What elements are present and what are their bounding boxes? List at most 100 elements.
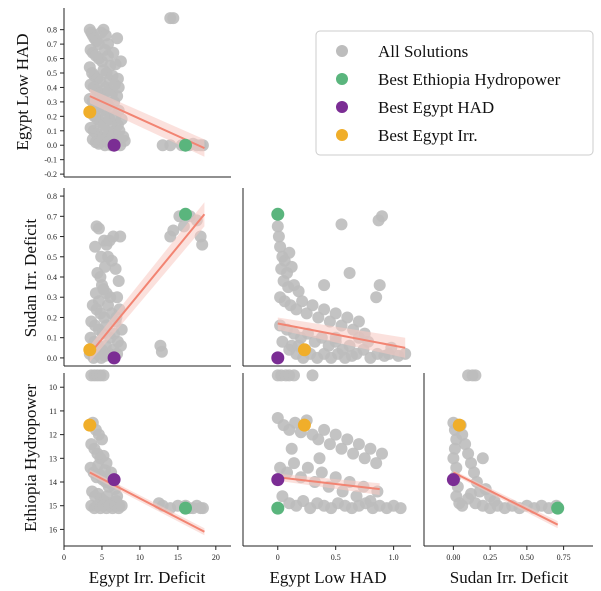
point-best-ethiopia-hydropower — [271, 501, 285, 515]
point-all-solutions — [285, 442, 298, 455]
point-all-solutions — [97, 283, 110, 296]
point-all-solutions — [370, 291, 383, 304]
point-all-solutions — [306, 369, 319, 382]
point-best-egypt-had — [271, 473, 285, 487]
point-all-solutions — [447, 452, 460, 465]
y-tick-label: 13 — [49, 454, 57, 463]
y-tick-label: 0.0 — [47, 141, 57, 150]
legend-marker-best-egypt-had — [336, 101, 348, 113]
legend-label-best-egypt-had: Best Egypt HAD — [378, 98, 494, 117]
point-all-solutions — [318, 303, 331, 316]
point-best-egypt-irr — [297, 343, 311, 357]
point-all-solutions — [288, 457, 300, 470]
legend-label-best-egypt-irr: Best Egypt Irr. — [378, 126, 478, 145]
x-tick-label: 0.25 — [483, 553, 497, 562]
point-best-egypt-had — [271, 351, 285, 365]
x-tick-label: 0.50 — [520, 553, 534, 562]
x-tick-label: 10 — [136, 553, 144, 562]
point-best-ethiopia-hydropower — [179, 207, 192, 221]
legend-frame — [315, 30, 594, 156]
point-all-solutions — [95, 250, 108, 263]
point-all-solutions — [89, 240, 102, 253]
point-best-egypt-irr — [83, 343, 97, 357]
point-best-egypt-irr — [83, 418, 97, 432]
point-all-solutions — [318, 279, 331, 292]
point-all-solutions — [352, 315, 365, 328]
point-all-solutions — [111, 72, 124, 85]
x-tick-label: 0.5 — [331, 553, 341, 562]
legend-label-best-ethiopia-hydropower: Best Ethiopia Hydropower — [378, 70, 561, 89]
y-tick-label: 0.5 — [47, 69, 57, 78]
panel-hydro-vs-had: 0 0.5 1.0 — [242, 369, 411, 562]
y-tick-label: 12 — [49, 431, 57, 440]
point-all-solutions — [155, 345, 168, 358]
y-tick-label: 11 — [49, 407, 57, 416]
y-tick-label: 0.3 — [47, 98, 57, 107]
point-all-solutions — [345, 349, 358, 362]
regression-ci-band — [89, 202, 205, 362]
point-all-solutions — [313, 452, 326, 465]
point-best-ethiopia-hydropower — [551, 501, 565, 515]
point-best-egypt-had — [107, 138, 121, 152]
xlabel-egypt-irr-deficit: Egypt Irr. Deficit — [89, 568, 206, 587]
point-all-solutions — [347, 447, 360, 460]
point-all-solutions — [109, 262, 122, 275]
y-tick-label: 0.5 — [47, 253, 57, 262]
point-all-solutions — [448, 442, 461, 455]
point-all-solutions — [469, 369, 482, 382]
point-all-solutions — [370, 457, 383, 470]
y-tick-label: 0.6 — [47, 55, 57, 64]
xlabel-egypt-low-had: Egypt Low HAD — [269, 568, 386, 587]
point-all-solutions — [115, 499, 128, 512]
legend: All Solutions Best Ethiopia Hydropower B… — [315, 30, 594, 156]
y-tick-label: 0.4 — [47, 83, 57, 92]
point-all-solutions — [462, 447, 475, 460]
y-tick-label: 0.1 — [47, 334, 57, 343]
x-tick-label: 0.00 — [446, 553, 460, 562]
point-all-solutions — [352, 438, 365, 451]
panel-hydro-vs-irr: 10 11 12 13 14 15 16 0 5 10 15 20 — [49, 369, 231, 562]
point-best-egypt-irr — [452, 418, 466, 432]
point-all-solutions — [114, 55, 127, 68]
point-all-solutions — [364, 442, 377, 455]
point-all-solutions — [111, 291, 124, 304]
regression-ci-band — [277, 317, 406, 358]
legend-marker-best-egypt-irr — [336, 129, 348, 141]
y-tick-label: 10 — [49, 383, 57, 392]
point-all-solutions — [96, 433, 108, 446]
point-all-solutions — [341, 433, 354, 446]
point-all-solutions — [301, 461, 314, 474]
regression-line — [277, 322, 406, 349]
panel-sudan-vs-had — [242, 188, 412, 367]
x-tick-label: 20 — [212, 553, 220, 562]
ylabel-ethiopia-hydropower: Ethiopia Hydropower — [21, 384, 40, 532]
point-all-solutions — [341, 311, 354, 324]
point-all-solutions — [167, 12, 180, 25]
point-all-solutions — [343, 267, 356, 279]
ylabel-sudan-irr-deficit: Sudan Irr. Deficit — [21, 218, 40, 337]
y-tick-label: 0.7 — [47, 40, 57, 49]
point-all-solutions — [111, 490, 124, 503]
y-tick-label: 0.6 — [47, 233, 57, 242]
y-tick-label: 0.2 — [47, 313, 57, 322]
point-all-solutions — [97, 369, 110, 382]
point-all-solutions — [306, 299, 319, 312]
point-all-solutions — [456, 428, 469, 441]
point-all-solutions — [450, 461, 463, 474]
point-all-solutions — [196, 238, 209, 251]
point-all-solutions — [272, 230, 285, 243]
panel-sudan-vs-irr: 0.8 0.7 0.6 0.5 0.4 0.3 0.2 0.1 0.0 — [47, 188, 231, 367]
x-tick-label: 5 — [100, 553, 104, 562]
point-best-egypt-irr — [297, 418, 311, 432]
y-tick-label: 0.7 — [47, 212, 57, 221]
y-tick-label: 0.4 — [47, 273, 57, 282]
regression-line — [89, 213, 206, 355]
point-best-ethiopia-hydropower — [179, 501, 192, 515]
point-all-solutions — [350, 490, 363, 503]
point-all-solutions — [285, 260, 298, 273]
point-all-solutions — [456, 499, 469, 512]
panel-hydro-vs-sudan: 0.00 0.25 0.50 0.75 — [423, 369, 593, 562]
y-tick-label: 0.1 — [47, 127, 57, 136]
y-tick-label: 0.0 — [47, 354, 57, 363]
